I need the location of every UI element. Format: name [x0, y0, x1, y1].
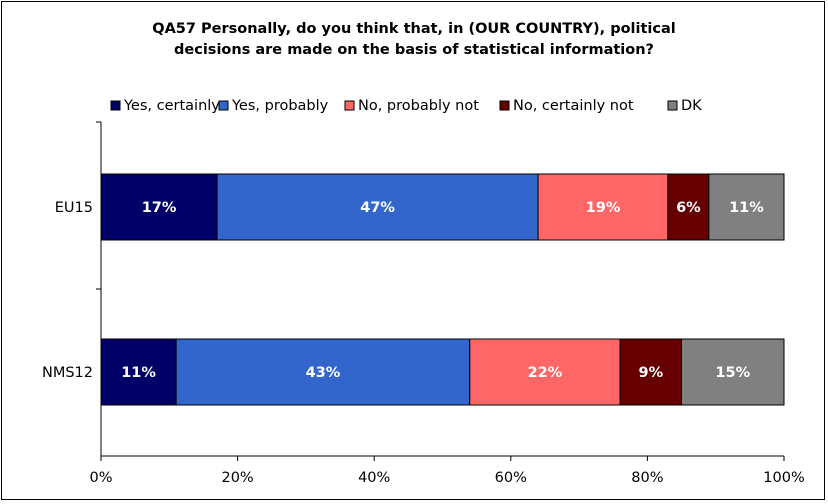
bar-segment-nms12-4	[619, 338, 683, 406]
bar-segment-eu15-3	[537, 173, 669, 241]
legend-swatch-1	[110, 100, 121, 111]
data-label-nms12-4: 9%	[639, 365, 664, 381]
legend-label-5: DK	[681, 98, 702, 114]
data-label-nms12-1: 11%	[121, 365, 156, 381]
data-label-eu15-5: 11%	[729, 200, 764, 216]
x-tick-label-2: 40%	[358, 470, 390, 486]
category-label-nms12: NMS12	[42, 365, 93, 381]
data-label-eu15-3: 19%	[586, 200, 621, 216]
legend-swatch-3	[344, 100, 355, 111]
legend-swatch-5	[667, 100, 678, 111]
x-tick-label-4: 80%	[631, 470, 663, 486]
legend-label-2: Yes, probably	[231, 98, 329, 114]
data-label-nms12-5: 15%	[715, 365, 750, 381]
data-label-eu15-1: 17%	[142, 200, 177, 216]
x-tick-label-5: 100%	[763, 470, 804, 486]
bar-segment-nms12-3	[469, 338, 621, 406]
chart-title-line-2: decisions are made on the basis of stati…	[174, 42, 654, 58]
legend-label-3: No, probably not	[358, 98, 479, 114]
bar-segment-nms12-2	[175, 338, 471, 406]
legend-swatch-4	[499, 100, 510, 111]
data-label-nms12-2: 43%	[306, 365, 341, 381]
data-label-nms12-3: 22%	[528, 365, 563, 381]
data-label-eu15-4: 6%	[676, 200, 701, 216]
category-label-eu15: EU15	[55, 200, 93, 216]
x-tick-label-1: 20%	[221, 470, 253, 486]
bar-segment-nms12-1	[100, 338, 177, 406]
legend-label-4: No, certainly not	[513, 98, 634, 114]
bar-segment-eu15-5	[708, 173, 785, 241]
data-label-eu15-2: 47%	[360, 200, 395, 216]
bar-segment-eu15-1	[100, 173, 218, 241]
legend-label-1: Yes, certainly	[123, 98, 220, 114]
x-tick-label-0: 0%	[89, 470, 112, 486]
x-tick-label-3: 60%	[495, 470, 527, 486]
legend-swatch-2	[218, 100, 229, 111]
chart-title-line-1: QA57 Personally, do you think that, in (…	[152, 21, 676, 37]
bar-segment-eu15-4	[667, 173, 710, 241]
chart-title: QA57 Personally, do you think that, in (…	[0, 19, 828, 61]
bar-segment-nms12-5	[681, 338, 785, 406]
